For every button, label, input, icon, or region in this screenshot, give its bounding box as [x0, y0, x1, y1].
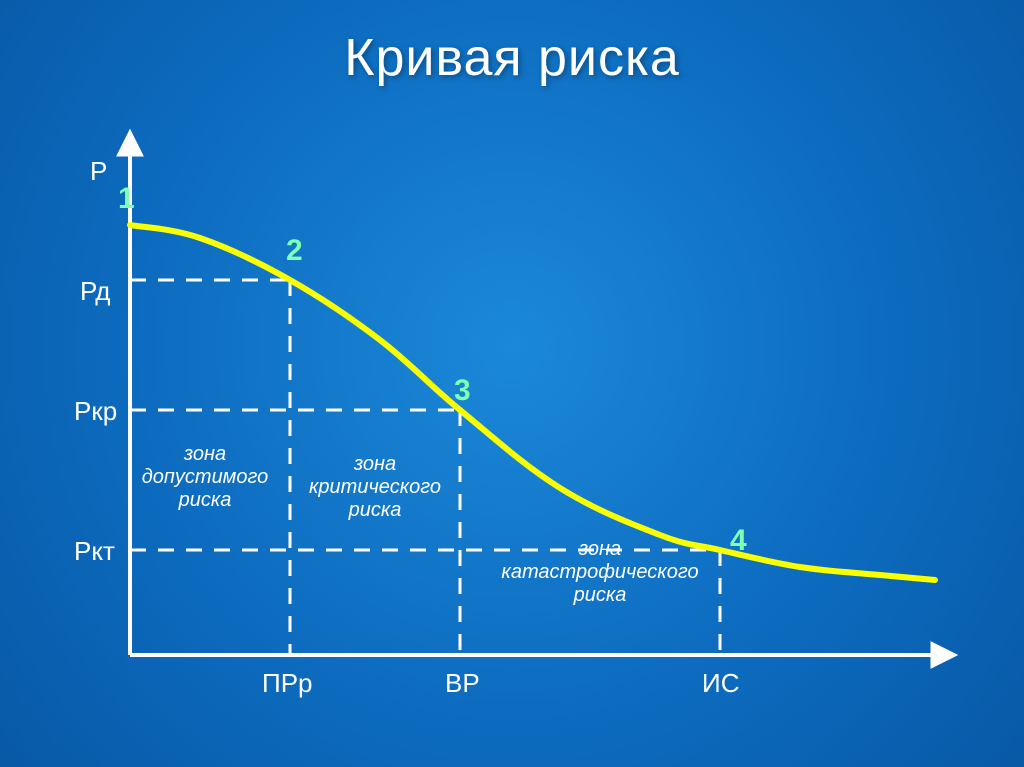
ylabel-1: Рд — [80, 276, 110, 306]
zone-label-2-0: зона — [578, 538, 621, 560]
zone-label-1-0: зона — [353, 453, 396, 475]
zone-label-2-1: катастрофического — [501, 561, 698, 583]
xlabel-1: ВР — [445, 668, 480, 698]
ylabel-0: Р — [90, 156, 107, 186]
zone-label-1-1: критического — [309, 476, 441, 498]
point-label-4: 4 — [730, 524, 747, 557]
point-label-2: 2 — [286, 234, 303, 267]
zone-label-2-2: риска — [573, 584, 627, 606]
xlabel-0: ПРр — [262, 668, 313, 698]
zone-label-0-2: риска — [178, 489, 232, 511]
ylabel-3: Ркт — [74, 536, 115, 566]
risk-curve — [130, 225, 935, 580]
zone-label-0-1: допустимого — [142, 466, 269, 488]
ylabel-2: Ркр — [74, 396, 117, 426]
xlabel-2: ИС — [702, 668, 739, 698]
zone-label-0-0: зона — [183, 443, 226, 465]
point-label-3: 3 — [454, 374, 471, 407]
point-label-1: 1 — [118, 182, 135, 215]
zone-label-1-2: риска — [348, 499, 402, 521]
risk-curve-chart: 1234РРдРкрРктПРрВРИСзонадопустимогориска… — [0, 0, 1024, 767]
